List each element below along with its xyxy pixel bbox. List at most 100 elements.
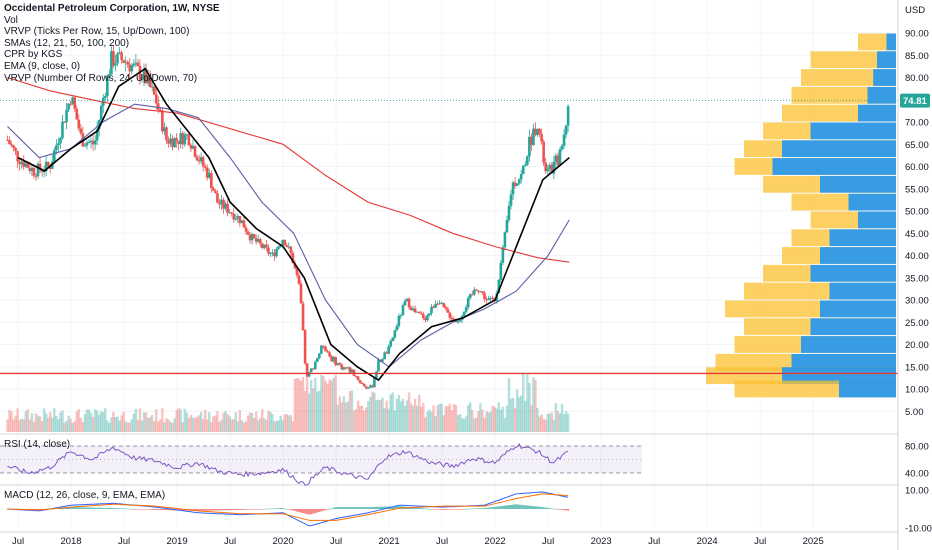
- macd-histogram-bar: [159, 509, 162, 511]
- candle-body: [142, 68, 146, 79]
- volume-bar: [42, 408, 46, 432]
- macd-histogram-bar: [565, 509, 568, 511]
- candle-body: [483, 293, 486, 300]
- candle-body: [159, 109, 162, 111]
- volume-bar: [220, 419, 223, 432]
- volume-bar: [528, 382, 531, 432]
- candle-body: [375, 371, 378, 378]
- macd-histogram-bar: [126, 508, 129, 510]
- macd-histogram-bar: [220, 509, 223, 511]
- macd-histogram-bar: [216, 509, 219, 511]
- macd-histogram-bar: [96, 507, 99, 509]
- volume-bar: [63, 422, 66, 432]
- volume-bar: [373, 392, 376, 432]
- volume-bar: [57, 419, 60, 432]
- macd-histogram-bar: [63, 507, 66, 509]
- volume-bar: [464, 416, 468, 432]
- volume-bar: [356, 400, 360, 432]
- price-tick-label: 90.00: [905, 29, 929, 40]
- candle-body: [344, 367, 348, 369]
- price-tick-label: 40.00: [905, 251, 929, 262]
- macd-histogram-bar: [420, 508, 423, 509]
- macd-pane-label[interactable]: MACD (12, 26, close, 9, EMA, EMA): [4, 490, 166, 501]
- indicator-label-vrvp-rows[interactable]: VRVP (Number Of Rows, 24, Up/Down, 70): [4, 72, 198, 84]
- volume-bar: [358, 405, 362, 432]
- macd-histogram-bar: [147, 509, 150, 510]
- candle-body: [212, 188, 215, 191]
- time-tick-label: Jul: [436, 536, 448, 547]
- volume-bar: [214, 415, 217, 432]
- macd-histogram-bar: [81, 507, 84, 509]
- indicator-label-volume[interactable]: Vol: [4, 14, 18, 26]
- volume-profile-down-bar: [782, 140, 896, 158]
- volume-bar: [326, 383, 329, 432]
- candle-body: [95, 129, 99, 141]
- candle-body: [108, 74, 111, 76]
- macd-histogram-bar: [450, 509, 453, 510]
- volume-bar: [201, 419, 205, 432]
- macd-histogram-bar: [92, 507, 95, 509]
- macd-histogram-bar: [265, 508, 268, 510]
- candle-body: [154, 94, 158, 104]
- indicator-label-ema[interactable]: EMA (9, close, 0): [4, 60, 81, 72]
- macd-histogram-bar: [422, 508, 425, 509]
- time-tick-label: Jul: [118, 536, 130, 547]
- macd-histogram-bar: [204, 509, 207, 511]
- candle-body: [448, 312, 452, 318]
- candle-body: [210, 173, 213, 189]
- volume-bar: [526, 374, 529, 432]
- candle-body: [521, 165, 525, 174]
- volume-bar: [497, 402, 500, 432]
- candle-body: [534, 128, 537, 135]
- volume-bar: [132, 413, 136, 432]
- macd-histogram-bar: [196, 509, 199, 511]
- macd-histogram-bar: [501, 505, 504, 509]
- volume-bar: [254, 411, 258, 432]
- volume-bar: [501, 406, 505, 432]
- macd-histogram-bar: [475, 508, 478, 510]
- volume-bar: [524, 400, 527, 432]
- macd-histogram-bar: [465, 508, 468, 510]
- indicator-label-cpr[interactable]: CPR by KGS: [4, 49, 63, 61]
- macd-histogram-bar: [320, 509, 323, 512]
- macd-histogram-bar: [116, 508, 119, 509]
- volume-bar: [144, 412, 148, 432]
- indicator-label-smas[interactable]: SMAs (12, 21, 50, 100, 200): [4, 37, 130, 49]
- candle-body: [309, 368, 313, 373]
- volume-bar: [385, 400, 388, 432]
- time-axis[interactable]: Jul 2018 Jul 2019 Jul 2020 Jul 2021 Jul 2022 Jul 20…: [12, 536, 824, 547]
- rsi-pane-label[interactable]: RSI (14, close): [4, 439, 71, 450]
- volume-bar: [261, 409, 264, 432]
- macd-histogram-bar: [495, 506, 498, 509]
- volume-bar: [456, 415, 460, 432]
- volume-bar: [100, 411, 103, 432]
- candle-body: [356, 376, 360, 381]
- volume-bar: [393, 410, 397, 432]
- indicator-label-vrvp-ticks[interactable]: VRVP (Ticks Per Row, 15, Up/Down, 100): [4, 26, 190, 38]
- candle-body: [373, 377, 376, 388]
- volume-bar: [222, 412, 225, 432]
- candle-body: [552, 161, 556, 174]
- candle-body: [112, 51, 115, 66]
- candle-body: [132, 63, 136, 66]
- candle-body: [391, 337, 395, 342]
- candle-body: [163, 127, 166, 132]
- volume-bar: [167, 419, 170, 432]
- volume-bar: [46, 417, 50, 432]
- macd-histogram-bar: [342, 507, 345, 509]
- macd-histogram-bar: [412, 507, 415, 509]
- candle-body: [542, 141, 545, 163]
- volume-bar: [65, 420, 68, 432]
- volume-bar: [193, 418, 197, 432]
- volume-bar: [165, 418, 168, 432]
- candle-body: [193, 146, 197, 157]
- macd-histogram-bar: [324, 509, 327, 511]
- candle-body: [246, 231, 250, 235]
- macd-histogram-bar: [104, 507, 107, 509]
- price-tick-label: 20.00: [905, 340, 929, 351]
- macd-histogram-bar: [330, 508, 333, 509]
- chart-title[interactable]: Occidental Petroleum Corporation, 1W, NY…: [4, 3, 220, 14]
- candle-body: [364, 386, 368, 389]
- candle-body: [173, 138, 176, 148]
